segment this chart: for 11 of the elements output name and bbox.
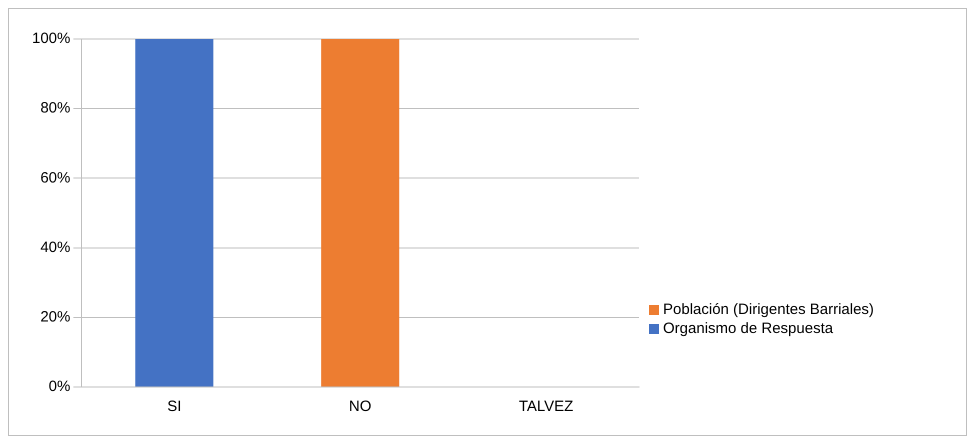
x-tick-label: SI bbox=[167, 398, 182, 416]
y-tick-label: 0% bbox=[48, 378, 70, 396]
x-tick-label: NO bbox=[348, 398, 372, 416]
y-tick-label: 100% bbox=[32, 30, 70, 48]
y-tick-label: 40% bbox=[40, 238, 70, 256]
y-tick-label: 20% bbox=[40, 308, 70, 326]
legend-label: Población (Dirigentes Barriales) bbox=[663, 300, 874, 318]
y-tick-label: 60% bbox=[40, 169, 70, 186]
x-tick-label: TALVEZ bbox=[518, 398, 574, 416]
y-tick-label: 80% bbox=[40, 100, 70, 117]
legend-label: Organismo de Respuesta bbox=[663, 320, 834, 336]
